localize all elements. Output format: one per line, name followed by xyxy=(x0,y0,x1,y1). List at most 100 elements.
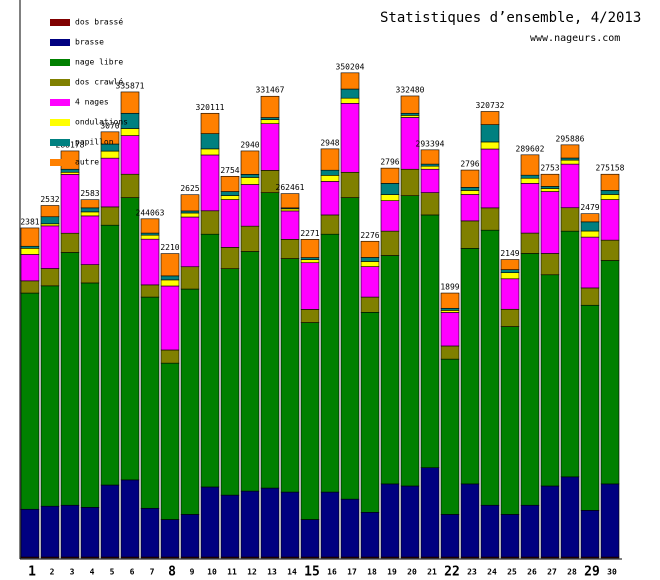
bar-segment xyxy=(160,253,180,277)
bar-segment xyxy=(200,210,220,235)
legend-label: brasse xyxy=(75,38,104,47)
bar-segment xyxy=(300,519,320,558)
bar-segment xyxy=(180,514,200,558)
bar-segment xyxy=(380,230,400,256)
total-label: 295886 xyxy=(556,134,585,143)
bar-segment xyxy=(220,247,240,269)
bar-segment xyxy=(460,248,480,485)
bar-segment xyxy=(180,266,200,290)
bar-segment xyxy=(500,272,520,280)
bar-segment xyxy=(240,150,260,175)
bar-segment xyxy=(460,187,480,191)
bar-segment xyxy=(420,165,440,170)
bar-segment xyxy=(80,507,100,558)
total-label: 2271 xyxy=(300,229,319,238)
bar-segment xyxy=(340,171,360,198)
bar-segment xyxy=(540,485,560,558)
bar-segment xyxy=(460,169,480,188)
total-label: 275158 xyxy=(596,164,625,173)
total-label: 2796 xyxy=(380,158,399,167)
bar-segment xyxy=(340,103,360,173)
bar-segment xyxy=(520,177,540,184)
bar-segment xyxy=(40,223,60,227)
legend-swatch xyxy=(50,39,70,46)
bar-segment xyxy=(200,112,220,134)
bar-segment xyxy=(280,193,300,209)
x-tick-label: 21 xyxy=(427,568,437,577)
x-tick-label: 20 xyxy=(407,568,417,577)
bar-segment xyxy=(420,214,440,468)
bar-segment xyxy=(60,171,80,175)
x-tick-label: 28 xyxy=(567,568,577,577)
total-label: 244063 xyxy=(136,208,165,217)
bar-segment xyxy=(440,312,460,347)
x-tick-label: 7 xyxy=(150,568,155,577)
bar-segment xyxy=(600,194,620,200)
bar-segment xyxy=(60,174,80,234)
bar-segment xyxy=(560,207,580,232)
bar-segment xyxy=(480,229,500,506)
x-tick-label: 1 xyxy=(28,565,36,580)
bar-segment xyxy=(540,253,560,276)
x-tick-label: 10 xyxy=(207,568,217,577)
legend-label: nage libre xyxy=(75,58,123,67)
bar-segment xyxy=(380,255,400,485)
bar-segment xyxy=(440,292,460,309)
total-label: 2948 xyxy=(320,138,339,147)
bar-segment xyxy=(60,504,80,558)
total-label: 350204 xyxy=(336,62,365,71)
bar-segment xyxy=(580,510,600,558)
legend-label: ondulations xyxy=(75,118,128,127)
bar-segment xyxy=(280,210,300,240)
x-tick-label: 12 xyxy=(247,568,257,577)
bar-segment xyxy=(20,508,40,558)
x-tick-label: 27 xyxy=(547,568,557,577)
bar-segment xyxy=(80,211,100,217)
bar-segment xyxy=(40,205,60,218)
bar-segment xyxy=(340,498,360,558)
bar-segment xyxy=(520,504,540,558)
legend-swatch xyxy=(50,139,70,146)
bar-segment xyxy=(40,225,60,269)
bar-segment xyxy=(520,183,540,234)
bar-segment xyxy=(280,258,300,493)
bar-segment xyxy=(160,279,180,287)
bar-segment xyxy=(580,287,600,306)
bar-segment xyxy=(400,485,420,558)
bar-segment xyxy=(580,304,600,511)
bar-segment xyxy=(460,194,480,222)
bar-segment xyxy=(140,284,160,298)
bar-segment xyxy=(540,186,560,189)
x-tick-label: 17 xyxy=(347,568,357,577)
bar-segment xyxy=(380,194,400,201)
total-label: 320111 xyxy=(196,103,225,112)
bar-segment xyxy=(540,274,560,487)
bar-segment xyxy=(20,254,40,282)
bar-segment xyxy=(600,260,620,485)
bar-segment xyxy=(140,232,160,236)
legend-label: 4 nages xyxy=(75,98,109,107)
bar-segment xyxy=(320,491,340,558)
bar-segment xyxy=(20,227,40,247)
total-label: 2381 xyxy=(20,217,39,226)
bar-segment xyxy=(20,280,40,294)
bar-segment xyxy=(120,479,140,558)
bar-segment xyxy=(360,240,380,258)
bar-segment xyxy=(40,268,60,287)
bar-segment xyxy=(400,112,420,116)
bars xyxy=(20,72,620,559)
bar-segment xyxy=(560,476,580,558)
x-tick-label: 3 xyxy=(70,568,75,577)
bar-segment xyxy=(380,483,400,558)
bar-segment xyxy=(440,310,460,313)
bar-segment xyxy=(300,257,320,260)
bar-segment xyxy=(360,296,380,313)
bar-segment xyxy=(580,230,600,238)
legend-label: dos crawlé xyxy=(75,77,123,87)
bar-segment xyxy=(360,257,380,262)
bar-segment xyxy=(300,322,320,520)
bar-segment xyxy=(360,312,380,513)
bar-segment xyxy=(240,251,260,492)
bar-segment xyxy=(480,141,500,150)
bar-segment xyxy=(200,486,220,558)
